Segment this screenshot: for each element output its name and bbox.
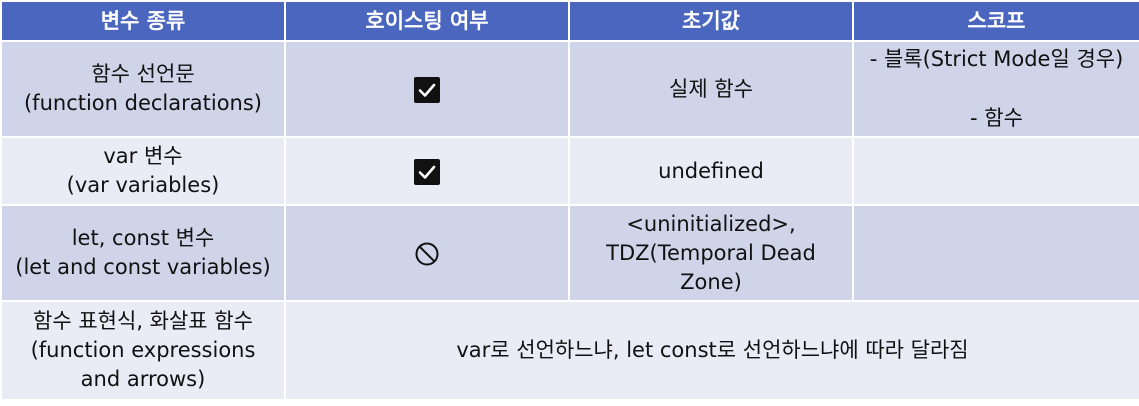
header-row: 변수 종류 호이스팅 여부 초기값 스코프: [0, 0, 1139, 42]
initial-line: Zone): [680, 269, 742, 294]
merged-note-cell: var로 선언하느냐, let const로 선언하느냐에 따라 달라짐: [284, 300, 1139, 401]
header-scope: 스코프: [852, 0, 1139, 42]
hoisting-cell: [284, 204, 570, 302]
kind-line: 함수 선언문: [91, 62, 195, 86]
kind-line: (function expressions: [30, 338, 256, 362]
header-initial: 초기값: [568, 0, 854, 42]
table-row: var 변수 (var variables) undefined: [0, 136, 1139, 206]
kind-line: (let and const variables): [15, 255, 271, 279]
kind-line: and arrows): [80, 367, 206, 391]
hoisting-cell: [284, 136, 570, 206]
scope-line: - 함수: [970, 106, 1023, 130]
initial-line: undefined: [658, 158, 764, 183]
kind-cell: 함수 표현식, 화살표 함수 (function expressions and…: [0, 300, 286, 401]
initial-cell: <uninitialized>, TDZ(Temporal Dead Zone): [568, 204, 854, 302]
table-row: 함수 표현식, 화살표 함수 (function expressions and…: [0, 300, 1139, 401]
initial-cell: 실제 함수: [568, 40, 854, 138]
prohibited-icon: [414, 241, 440, 267]
kind-cell: let, const 변수 (let and const variables): [0, 204, 286, 302]
kind-cell: var 변수 (var variables): [0, 136, 286, 206]
initial-line: TDZ(Temporal Dead: [606, 240, 816, 265]
hoisting-cell: [284, 40, 570, 138]
check-icon: [414, 158, 440, 185]
check-icon: [414, 76, 440, 103]
kind-line: let, const 변수: [71, 226, 215, 250]
kind-line: (var variables): [66, 173, 220, 197]
header-kind: 변수 종류: [0, 0, 286, 42]
scope-cell: [852, 204, 1139, 302]
scope-line: - 블록(Strict Mode일 경우): [869, 47, 1124, 71]
kind-line: var 변수: [103, 144, 183, 168]
scope-cell: [852, 136, 1139, 206]
initial-line: <uninitialized>,: [626, 211, 796, 236]
kind-line: 함수 표현식, 화살표 함수: [33, 309, 253, 333]
header-hoisting: 호이스팅 여부: [284, 0, 570, 42]
kind-line: (function declarations): [23, 91, 262, 115]
kind-cell: 함수 선언문 (function declarations): [0, 40, 286, 138]
scope-cell: - 블록(Strict Mode일 경우) - 함수: [852, 40, 1139, 138]
initial-cell: undefined: [568, 136, 854, 206]
table-row: 함수 선언문 (function declarations) 실제 함수 - 블…: [0, 40, 1139, 138]
table-row: let, const 변수 (let and const variables) …: [0, 204, 1139, 302]
initial-line: 실제 함수: [669, 76, 753, 101]
